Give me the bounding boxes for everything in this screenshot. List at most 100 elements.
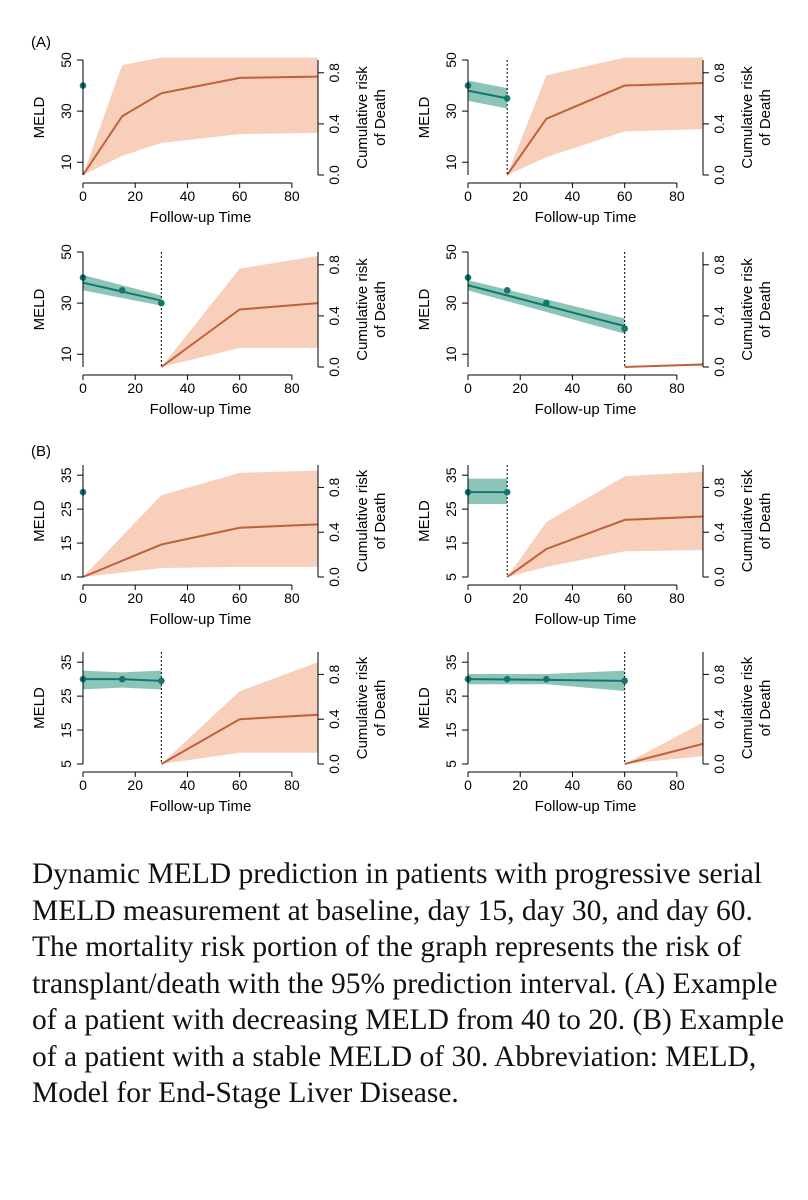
meld-point	[503, 287, 511, 294]
y-axis-title: MELD	[31, 97, 48, 139]
y-tick-label: 25	[443, 688, 459, 704]
y2-axis-title-line1: Cumulative risk	[739, 66, 756, 169]
y2-tick-label: 0.4	[711, 114, 727, 134]
x-tick-label: 20	[127, 188, 143, 204]
y2-axis-title-line2: of Death	[372, 493, 389, 550]
y-tick-label: 15	[443, 722, 459, 738]
y2-tick-label: 0.4	[711, 522, 727, 542]
y2-tick-label: 0.4	[326, 709, 342, 729]
y-tick-label: 50	[58, 52, 74, 68]
meld-point	[543, 675, 550, 683]
chart-panel-a1: 0 20 40 60 80 Follow-up Time 10 30 50 MELD 0.0 0.4 0…	[31, 52, 389, 226]
section-label-b: (B)	[31, 443, 51, 460]
y2-axis-title-line2: of Death	[757, 281, 774, 338]
x-tick-label: 80	[284, 188, 300, 204]
chart-panel-b2: 0 20 40 60 80 Follow-up Time 5 15 25 35 MELD 0.0 0.4…	[416, 465, 774, 628]
x-tick-label: 0	[79, 380, 87, 396]
x-tick-label: 0	[464, 380, 472, 396]
x-axis-title: Follow-up Time	[150, 611, 252, 628]
x-tick-label: 60	[232, 590, 248, 606]
y-axis-title: MELD	[31, 289, 48, 331]
y2-tick-label: 0.8	[326, 255, 342, 275]
y2-tick-label: 0.0	[326, 357, 342, 377]
risk-interval-band	[83, 57, 318, 175]
y-tick-label: 5	[443, 573, 459, 581]
x-axis-title: Follow-up Time	[150, 798, 252, 815]
x-tick-label: 0	[464, 590, 472, 606]
meld-point	[621, 677, 628, 685]
y2-tick-label: 0.8	[326, 63, 342, 83]
risk-line	[160, 713, 319, 765]
chart-panel-b1: 0 20 40 60 80 Follow-up Time 5 15 25 35 MELD 0.0 0.4…	[31, 465, 389, 628]
y2-axis-title-line2: of Death	[372, 680, 389, 737]
chart-panel-b4: 0 20 40 60 80 Follow-up Time 5 15 25 35 MELD 0.0 0.4…	[416, 652, 774, 815]
risk-interval-band	[507, 471, 703, 577]
x-tick-label: 80	[669, 777, 685, 793]
section-label-a: (A)	[31, 34, 51, 51]
y2-tick-label: 0.8	[711, 477, 727, 497]
risk-line	[506, 515, 704, 578]
y-axis-title: MELD	[416, 289, 433, 331]
chart-panel-a4: 0 20 40 60 80 Follow-up Time 10 30 50 MELD 0.0 0.4 0…	[416, 244, 774, 418]
y-tick-label: 10	[443, 154, 459, 170]
y2-axis-title-line1: Cumulative risk	[739, 469, 756, 572]
x-tick-label: 0	[79, 188, 87, 204]
x-tick-label: 40	[180, 380, 196, 396]
x-tick-label: 0	[79, 590, 87, 606]
y2-tick-label: 0.8	[711, 255, 727, 275]
y-axis-title: MELD	[416, 500, 433, 542]
y2-axis-title-line1: Cumulative risk	[739, 258, 756, 361]
x-tick-label: 20	[512, 188, 528, 204]
x-tick-label: 40	[180, 188, 196, 204]
y-tick-label: 25	[443, 501, 459, 517]
x-tick-label: 40	[565, 380, 581, 396]
x-tick-label: 80	[669, 380, 685, 396]
y2-tick-label: 0.8	[711, 63, 727, 83]
y-tick-label: 50	[443, 244, 459, 260]
x-tick-label: 80	[284, 590, 300, 606]
y2-tick-label: 0.0	[326, 165, 342, 185]
x-tick-label: 60	[232, 777, 248, 793]
meld-fit-line	[467, 89, 508, 100]
x-tick-label: 60	[232, 188, 248, 204]
y2-axis-title-line2: of Death	[757, 680, 774, 737]
x-axis-title: Follow-up Time	[150, 401, 252, 418]
y-tick-label: 15	[443, 535, 459, 551]
figure-caption: Dynamic MELD prediction in patients with…	[32, 858, 785, 1109]
x-tick-label: 0	[464, 188, 472, 204]
y-tick-label: 10	[443, 346, 459, 362]
x-tick-label: 60	[617, 590, 633, 606]
y2-axis-title-line2: of Death	[757, 89, 774, 146]
y-tick-label: 30	[443, 103, 459, 119]
y2-tick-label: 0.4	[326, 114, 342, 134]
y2-axis-title-line1: Cumulative risk	[354, 66, 371, 169]
meld-point	[503, 488, 511, 496]
x-tick-label: 20	[127, 777, 143, 793]
x-tick-label: 80	[284, 777, 300, 793]
x-axis-title: Follow-up Time	[535, 798, 637, 815]
y2-tick-label: 0.8	[711, 664, 727, 684]
risk-line	[506, 82, 704, 176]
y-axis-title: MELD	[31, 500, 48, 542]
y-tick-label: 35	[58, 467, 74, 483]
risk-line	[82, 523, 319, 578]
y2-tick-label: 0.8	[326, 664, 342, 684]
y-tick-label: 10	[58, 346, 74, 362]
meld-point	[158, 677, 165, 685]
y-tick-label: 30	[58, 295, 74, 311]
meld-interval-band	[468, 280, 625, 334]
x-axis-title: Follow-up Time	[535, 209, 637, 226]
y2-tick-label: 0.8	[326, 477, 342, 497]
y-tick-label: 50	[443, 52, 459, 68]
y2-tick-label: 0.0	[326, 754, 342, 774]
risk-interval-band	[624, 722, 703, 764]
x-tick-label: 80	[669, 188, 685, 204]
x-tick-label: 40	[180, 777, 196, 793]
y-tick-label: 15	[58, 535, 74, 551]
y2-tick-label: 0.4	[711, 709, 727, 729]
risk-interval-band	[161, 662, 318, 764]
meld-point	[118, 287, 126, 294]
risk-interval-band	[83, 470, 318, 577]
chart-panel-a3: 0 20 40 60 80 Follow-up Time 10 30 50 MELD 0.0 0.4 0…	[31, 244, 389, 418]
